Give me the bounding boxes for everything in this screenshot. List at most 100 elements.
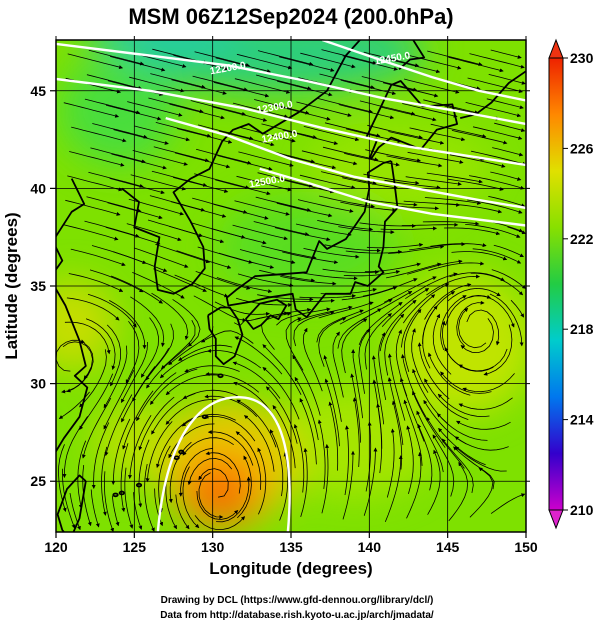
streamline xyxy=(194,51,250,67)
streamline xyxy=(126,223,182,242)
streamline xyxy=(486,98,524,110)
streamline xyxy=(469,53,525,69)
x-axis-label: Longitude (degrees) xyxy=(209,559,372,578)
streamline xyxy=(174,274,229,298)
colorbar-ticks: 230 226 222 218 214 210 xyxy=(563,50,594,518)
streamline xyxy=(380,226,438,231)
streamline xyxy=(77,440,87,509)
streamline xyxy=(451,251,508,261)
streamline xyxy=(448,461,469,522)
streamline xyxy=(317,98,373,114)
streamline xyxy=(352,397,360,468)
height-contours xyxy=(56,40,526,532)
streamline xyxy=(338,226,395,235)
streamline xyxy=(465,102,522,118)
streamline xyxy=(427,352,471,396)
streamline xyxy=(328,401,339,471)
streamline xyxy=(86,196,142,213)
contour-line xyxy=(56,42,526,126)
streamline xyxy=(384,57,441,74)
streamline xyxy=(216,277,273,294)
y-tick-label: 40 xyxy=(30,180,46,196)
streamline xyxy=(178,447,213,497)
streamline xyxy=(437,393,490,418)
streamline xyxy=(140,317,160,378)
streamline xyxy=(89,269,144,293)
streamline xyxy=(449,272,505,281)
streamline xyxy=(293,423,305,493)
streamline xyxy=(387,353,406,421)
credit-line-1: Drawing by DCL (https://www.gfd-dennou.o… xyxy=(161,595,434,606)
streamline xyxy=(65,199,121,216)
colorbar-tick-label: 230 xyxy=(570,50,594,66)
streamline xyxy=(409,127,466,142)
y-tick-label: 30 xyxy=(30,376,46,392)
streamline xyxy=(321,171,377,185)
streamline xyxy=(155,244,211,264)
streamline xyxy=(507,226,526,235)
streamline xyxy=(92,123,148,139)
streamline xyxy=(303,248,360,259)
streamline xyxy=(293,310,335,347)
streamline xyxy=(192,75,248,92)
streamline xyxy=(340,79,397,96)
streamline xyxy=(110,275,163,304)
streamline xyxy=(405,54,462,70)
streamline xyxy=(381,288,430,327)
streamline xyxy=(86,74,143,90)
streamline xyxy=(58,391,90,419)
streamline xyxy=(383,276,437,303)
streamline xyxy=(316,309,364,343)
streamline xyxy=(489,293,524,347)
streamline xyxy=(339,298,393,325)
streamline xyxy=(472,126,523,140)
streamline xyxy=(219,130,275,147)
streamline xyxy=(403,200,461,207)
streamline xyxy=(320,287,377,295)
streamline xyxy=(178,344,233,361)
streamline xyxy=(340,201,397,213)
streamline xyxy=(430,243,487,248)
streamline xyxy=(462,373,515,393)
streamline xyxy=(190,100,246,116)
streamline xyxy=(138,396,175,451)
streamline xyxy=(158,445,171,513)
streamline xyxy=(341,318,368,374)
streamline xyxy=(205,371,260,393)
streamline xyxy=(237,273,294,288)
streamline xyxy=(366,242,424,249)
island xyxy=(112,492,119,498)
streamline xyxy=(282,129,339,145)
streamline xyxy=(299,294,356,299)
streamline xyxy=(365,149,422,163)
streamline xyxy=(447,287,501,302)
streamline xyxy=(172,177,229,193)
streamline xyxy=(493,244,524,258)
streamline xyxy=(121,341,148,403)
streamline xyxy=(363,447,378,516)
streamline xyxy=(105,226,161,245)
streamline xyxy=(391,400,403,470)
streamline xyxy=(255,307,312,320)
streamline xyxy=(257,294,314,302)
streamline xyxy=(359,100,416,116)
streamline xyxy=(103,345,128,409)
streamline xyxy=(232,102,289,119)
streamline xyxy=(297,305,353,322)
streamline xyxy=(427,50,483,67)
streamline xyxy=(69,151,125,167)
contour-line xyxy=(321,40,526,102)
x-axis: 120 125 130 135 140 145 150 xyxy=(44,36,538,555)
streamline xyxy=(297,199,354,213)
streamline xyxy=(318,317,347,367)
streamline xyxy=(406,425,414,495)
streamline xyxy=(257,172,314,188)
streamline xyxy=(200,330,254,344)
streamline xyxy=(467,199,523,214)
streamline xyxy=(175,494,190,530)
streamline xyxy=(217,155,273,171)
streamline xyxy=(197,124,254,141)
streamline xyxy=(168,225,225,244)
x-tick-label: 120 xyxy=(44,539,68,555)
streamline xyxy=(62,416,88,479)
